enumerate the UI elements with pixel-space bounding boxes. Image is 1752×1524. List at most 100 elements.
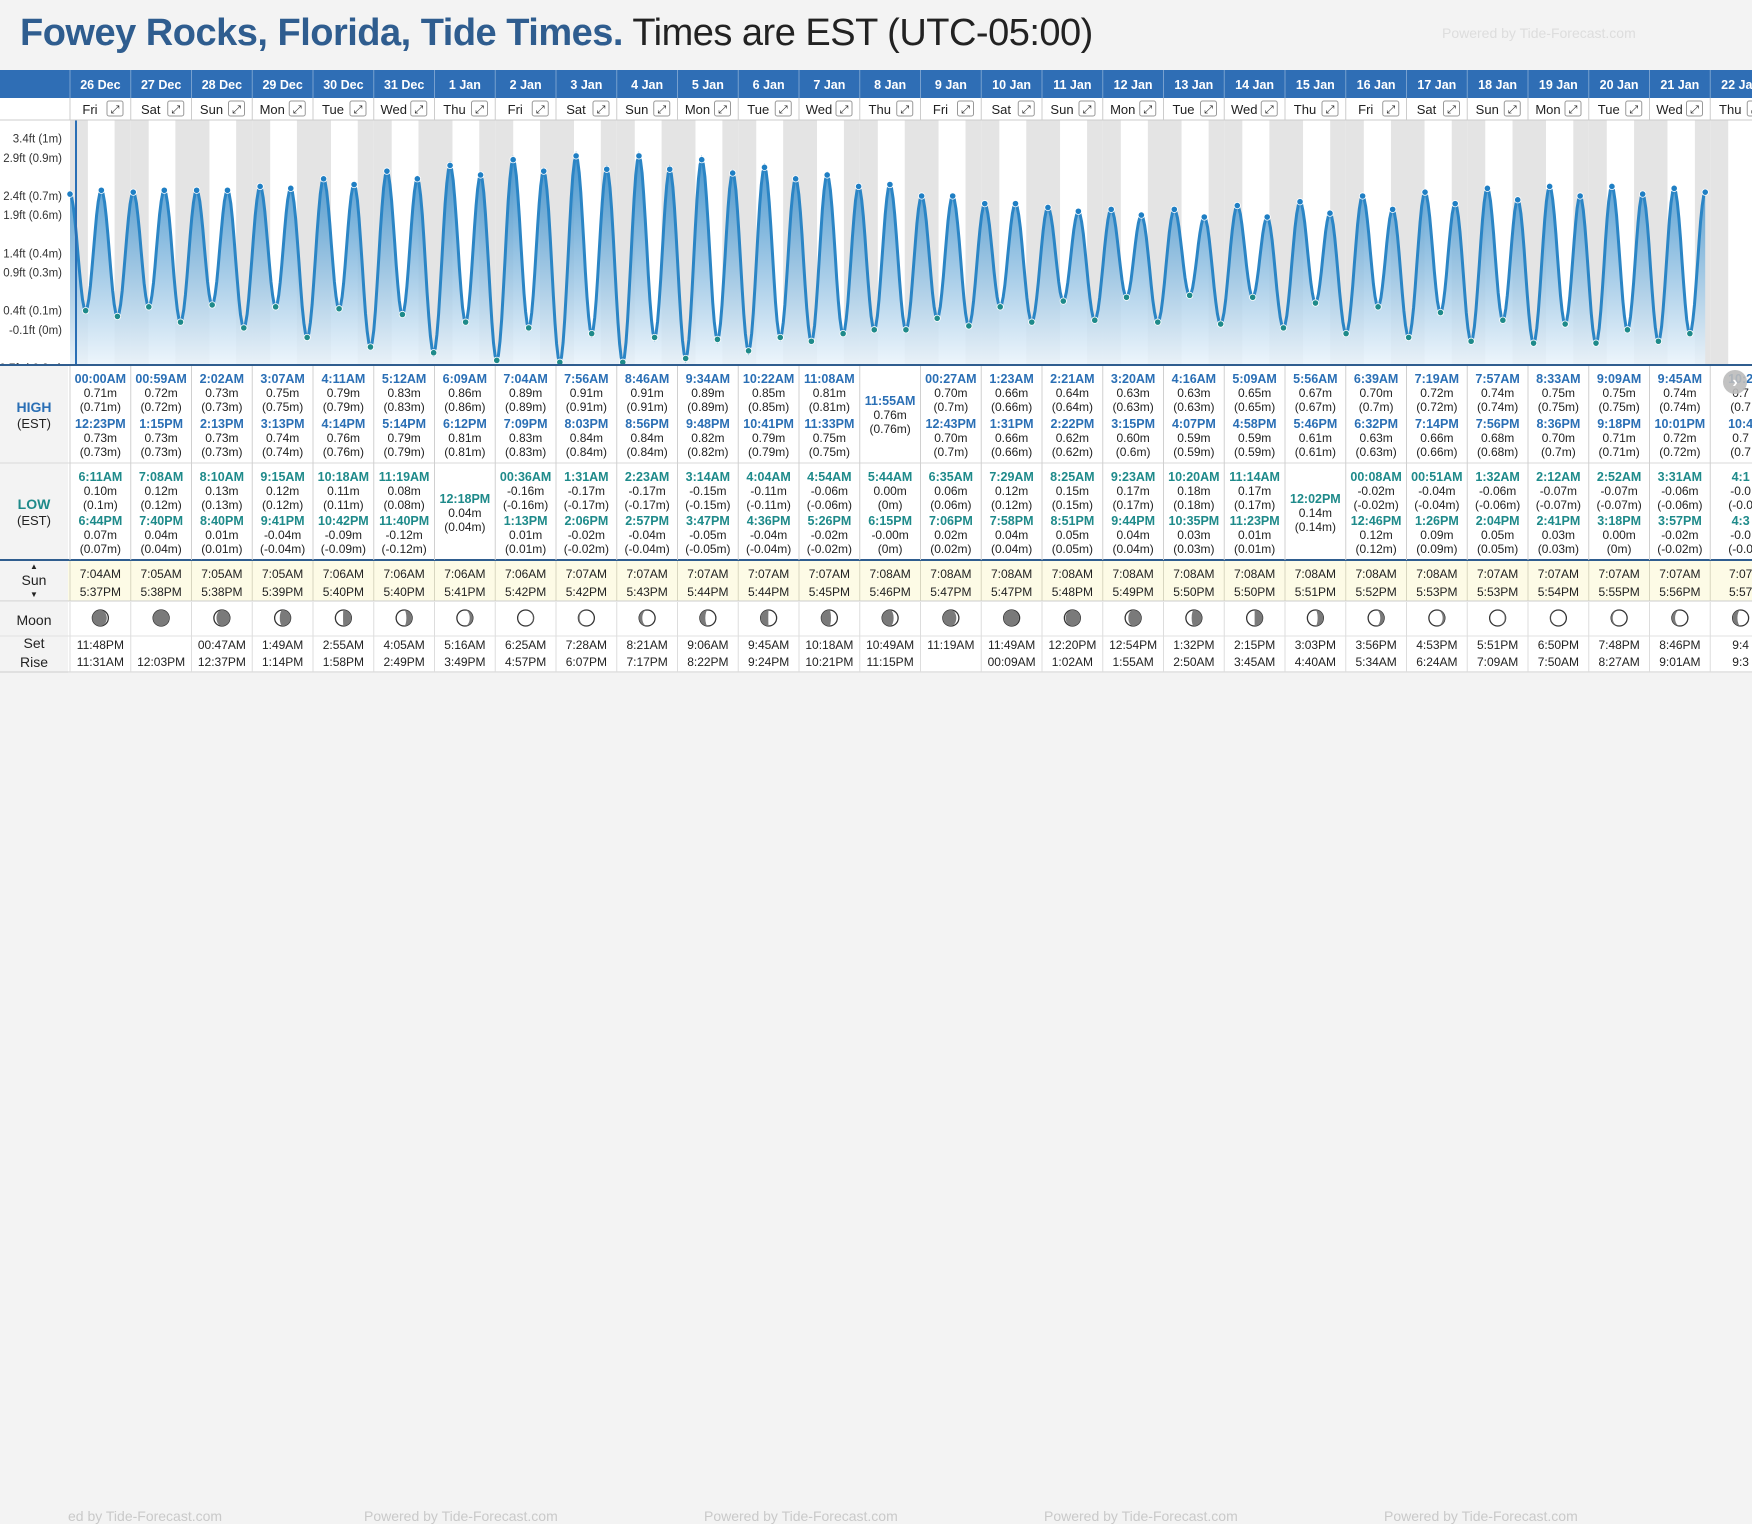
tide-height-m: 0.59m <box>1177 431 1210 445</box>
scroll-right-button[interactable] <box>1723 370 1747 394</box>
expand-day-button[interactable] <box>653 100 671 117</box>
tide-time: 4:3 <box>1732 514 1750 528</box>
expand-day-button[interactable] <box>349 100 367 117</box>
date-label: 31 Dec <box>384 78 424 92</box>
expand-day-button[interactable] <box>471 100 488 117</box>
high-tide-point <box>760 163 769 171</box>
tide-height-alt: (-0.04m) <box>624 542 669 556</box>
expand-day-button[interactable] <box>714 100 731 117</box>
tide-height-alt: (0.72m) <box>1659 445 1700 459</box>
footer-watermark-text: Powered by Tide-Forecast.com <box>364 1508 558 1524</box>
tide-time: 10:18AM <box>318 470 369 484</box>
expand-day-button[interactable] <box>1321 100 1339 117</box>
tide-height-m: 0.68m <box>1481 431 1514 445</box>
low-tide-point <box>113 312 122 320</box>
expand-day-button[interactable] <box>1200 100 1217 117</box>
expand-day-button[interactable] <box>531 100 549 117</box>
tide-height-alt: (0.73m) <box>140 445 181 459</box>
expand-day-button[interactable] <box>1139 100 1157 117</box>
expand-day-button[interactable] <box>1017 100 1035 117</box>
expand-day-button[interactable] <box>1564 100 1582 117</box>
title-timezone: Times are EST (UTC-05:00) <box>622 12 1093 54</box>
tide-height-alt: (0.12m) <box>1355 542 1396 556</box>
tide-height-alt: (0.15m) <box>1052 498 1093 512</box>
expand-day-button[interactable] <box>106 100 124 117</box>
expand-icon: ⤢ <box>171 104 180 116</box>
tide-time: 7:04AM <box>503 372 547 386</box>
expand-day-button[interactable] <box>1746 100 1752 117</box>
expand-icon: ⤢ <box>1022 104 1031 116</box>
moonrise-time: 9:01AM <box>1659 655 1700 669</box>
high-tide-point <box>476 171 485 179</box>
tide-time: 4:58PM <box>1233 417 1277 431</box>
tide-time: 9:41PM <box>261 514 305 528</box>
high-tide-point <box>1576 192 1584 200</box>
tide-height-m: 0.75m <box>1602 386 1635 400</box>
tide-height-m: 0.73m <box>205 431 238 445</box>
moonset-time: 5:16AM <box>444 638 485 652</box>
y-tick-label: 2.9ft (0.9m) <box>3 153 62 165</box>
tide-height-m: -0.04m <box>628 528 665 542</box>
expand-day-button[interactable] <box>835 100 853 117</box>
expand-day-button[interactable] <box>1686 100 1703 117</box>
tide-time: 5:46PM <box>1293 417 1337 431</box>
expand-day-button[interactable] <box>1443 100 1460 117</box>
expand-icon: ⤢ <box>414 104 423 116</box>
sunset-arrow-icon: ▼ <box>30 590 38 599</box>
expand-day-button[interactable] <box>167 100 185 117</box>
high-tide-point <box>1546 182 1554 191</box>
sunrise-time: 7:07AM <box>626 567 667 581</box>
expand-icon: ⤢ <box>1204 104 1213 116</box>
sunset-time: 5:51PM <box>1295 585 1336 599</box>
tide-height-alt: (0.59m) <box>1173 445 1214 459</box>
expand-day-button[interactable] <box>228 100 245 117</box>
tide-time: 9:09AM <box>1597 372 1641 386</box>
sunset-time: 5:40PM <box>323 585 364 599</box>
expand-day-button[interactable] <box>288 100 306 117</box>
tide-time: 12:46PM <box>1351 514 1402 528</box>
tide-height-m: 0.84m <box>570 431 603 445</box>
sunset-time: 5:47PM <box>930 585 971 599</box>
tide-area <box>70 155 1706 364</box>
moonrise-time: 10:21PM <box>805 655 853 669</box>
weekday-label: Fri <box>508 102 523 117</box>
footer-watermark-text: Powered by Tide-Forecast.com <box>1044 1508 1238 1524</box>
tide-time: 00:59AM <box>135 372 186 386</box>
tide-height-m: 0.13m <box>205 484 238 498</box>
tide-height-alt: (0.01m) <box>201 542 242 556</box>
high-tide-point <box>287 184 295 192</box>
tide-height-m: -0.17m <box>568 484 605 498</box>
expand-day-button[interactable] <box>1078 100 1096 117</box>
tide-height-alt: (-0.0 <box>1728 498 1752 512</box>
expand-day-button[interactable] <box>1260 100 1278 117</box>
expand-day-button[interactable] <box>1382 100 1400 117</box>
expand-day-button[interactable] <box>1503 100 1521 117</box>
moon-shadow <box>404 610 413 626</box>
expand-icon: ⤢ <box>840 104 849 116</box>
low-tide-point <box>1091 316 1099 324</box>
tide-height-m: -0.04m <box>264 528 301 542</box>
moonrise-time: 9:24PM <box>748 655 789 669</box>
tide-height-alt: (-0.04m) <box>260 542 305 556</box>
tide-height-alt: (0.04m) <box>1112 542 1153 556</box>
high-tide-point <box>66 190 74 198</box>
date-label: 5 Jan <box>692 78 724 92</box>
tide-time: 7:08AM <box>139 470 183 484</box>
expand-day-button[interactable] <box>1625 100 1643 117</box>
weekday-label: Sat <box>991 102 1011 117</box>
tide-time: 4:04AM <box>746 470 790 484</box>
date-label: 2 Jan <box>510 78 542 92</box>
tide-height-m: 0.08m <box>387 484 420 498</box>
expand-day-button[interactable] <box>957 100 974 117</box>
expand-day-button[interactable] <box>774 100 792 117</box>
low-tide-point <box>1217 320 1225 328</box>
high-tide-point <box>256 182 264 191</box>
expand-day-button[interactable] <box>410 100 428 117</box>
tide-height-m: 0.60m <box>1116 431 1149 445</box>
moon-shadow <box>464 610 473 626</box>
tide-time: 11:40PM <box>379 514 429 528</box>
sunrise-arrow-icon: ▲ <box>30 562 38 571</box>
tide-height-alt: (0.66m) <box>1416 445 1457 459</box>
expand-day-button[interactable] <box>592 100 610 117</box>
expand-day-button[interactable] <box>896 100 914 117</box>
